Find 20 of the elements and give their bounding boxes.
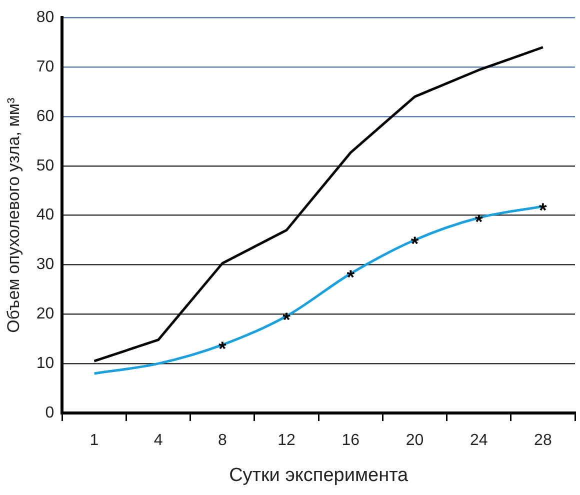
y-tick-label: 20 [36,306,54,323]
y-tick-label: 10 [36,354,54,372]
x-tick-label: 24 [470,432,488,450]
y-tick-label: 40 [36,206,54,224]
y-tick-label: 70 [36,58,54,76]
y-tick-label: 50 [36,157,54,174]
x-tick-label: 4 [154,432,163,450]
y-tick-label: 0 [45,404,54,422]
x-tick-label: 16 [342,432,360,450]
x-tick-label: 28 [534,432,552,450]
y-tick-label: 30 [36,256,54,274]
y-axis-title: Объем опухолевого узла, мм³ [4,97,23,333]
annotation: * [539,200,548,222]
y-tick-label: 60 [36,108,54,125]
x-tick-label: 20 [406,432,424,450]
x-tick-label: 12 [278,432,296,450]
x-axis-title: Сутки эксперимента [229,464,409,486]
x-tick-label: 8 [218,432,227,450]
y-tick-label: 80 [36,9,54,26]
x-tick-label: 1 [90,432,99,450]
